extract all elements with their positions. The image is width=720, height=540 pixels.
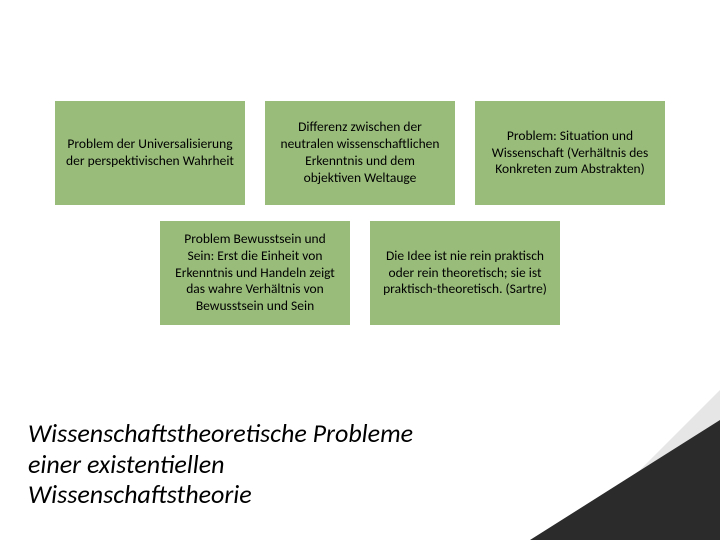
card-text: Problem der Universalisierung der perspe… <box>65 136 235 170</box>
slide-title-text: Wissenschaftstheoretische Probleme einer… <box>28 418 448 510</box>
card-row-2: Problem Bewusstsein und Sein: Erst die E… <box>0 220 720 326</box>
card-bewusstsein: Problem Bewusstsein und Sein: Erst die E… <box>159 220 351 326</box>
card-text: Problem: Situation und Wissenschaft (Ver… <box>485 128 655 179</box>
card-idee: Die Idee ist nie rein praktisch oder rei… <box>369 220 561 326</box>
slide: Problem der Universalisierung der perspe… <box>0 0 720 540</box>
card-text: Die Idee ist nie rein praktisch oder rei… <box>380 248 550 299</box>
corner-wedge-icon <box>435 380 720 540</box>
card-text: Differenz zwischen der neutralen wissens… <box>275 119 445 187</box>
slide-title: Wissenschaftstheoretische Probleme einer… <box>28 418 448 510</box>
card-situation: Problem: Situation und Wissenschaft (Ver… <box>474 100 666 206</box>
card-universalisierung: Problem der Universalisierung der perspe… <box>54 100 246 206</box>
card-row-1: Problem der Universalisierung der perspe… <box>0 100 720 206</box>
card-text: Problem Bewusstsein und Sein: Erst die E… <box>170 231 340 315</box>
card-differenz: Differenz zwischen der neutralen wissens… <box>264 100 456 206</box>
